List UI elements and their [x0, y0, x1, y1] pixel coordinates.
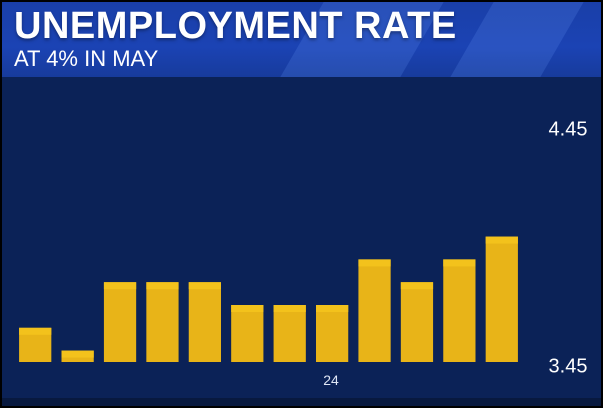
chart-subtitle: AT 4% IN MAY	[14, 46, 159, 71]
header-banner: UNEMPLOYMENT RATE AT 4% IN MAY	[2, 2, 601, 77]
bar	[146, 282, 179, 362]
bar-cap	[273, 305, 306, 312]
bar-cap	[19, 327, 52, 335]
bar	[358, 259, 391, 362]
chart-title: UNEMPLOYMENT RATE	[14, 5, 457, 47]
bar-body	[316, 305, 349, 362]
bar-body	[485, 236, 518, 362]
bar-body	[103, 282, 137, 362]
bar-body	[358, 259, 391, 362]
bar-body	[146, 282, 179, 362]
bar	[188, 282, 221, 362]
bar-cap	[443, 259, 476, 267]
bar-cap	[400, 282, 434, 290]
bar-body	[273, 305, 306, 362]
bar	[61, 350, 94, 362]
bar	[443, 259, 476, 362]
bottom-bar	[2, 398, 601, 406]
bar	[231, 305, 264, 362]
bar-cap	[485, 236, 518, 244]
header-decoration	[450, 2, 584, 77]
bar-cap	[103, 282, 137, 290]
y-tick-label: 3.45	[549, 355, 588, 377]
bar-body	[231, 305, 264, 362]
bar-cap	[358, 259, 391, 267]
bar	[19, 327, 52, 362]
bar-cap	[231, 305, 264, 312]
bar-cap	[61, 350, 94, 358]
bar	[400, 282, 434, 362]
bar	[485, 236, 518, 362]
bar-chart: 4.45 3.45 24	[19, 118, 588, 388]
y-tick-label: 4.45	[549, 118, 588, 140]
bar-body	[188, 282, 221, 362]
x-tick-label: 24	[323, 372, 339, 388]
bar-body	[443, 259, 476, 362]
bar-cap	[188, 282, 221, 290]
bar-cap	[316, 305, 349, 312]
bar-cap	[146, 282, 179, 290]
bar	[103, 282, 137, 362]
bar-body	[400, 282, 434, 362]
bar	[273, 305, 306, 362]
bar	[316, 305, 349, 362]
plot-area: 4.45 3.45 24	[2, 77, 601, 406]
